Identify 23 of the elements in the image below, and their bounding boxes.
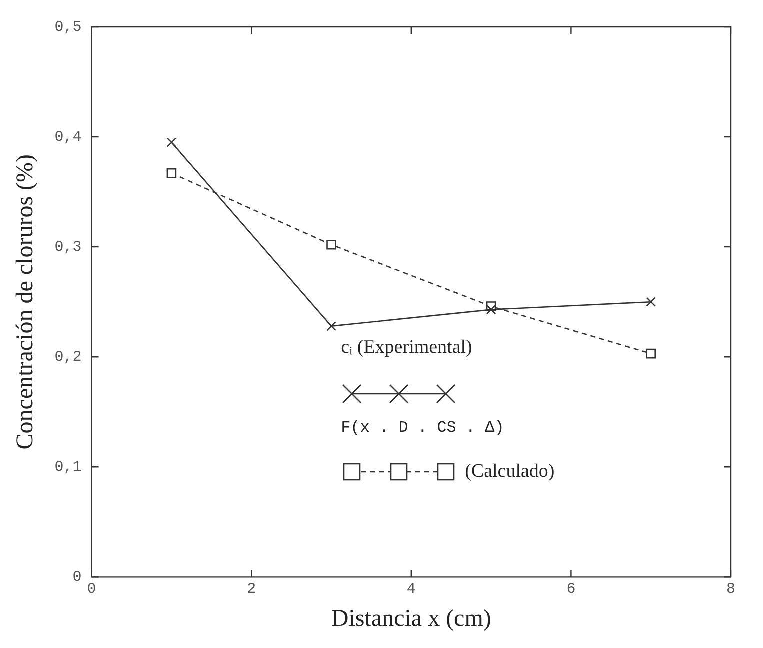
x-axis-title: Distancia x (cm) <box>331 606 492 632</box>
x-tick-label: 6 <box>566 581 576 598</box>
y-tick-label: 0,2 <box>54 349 82 366</box>
point <box>646 297 656 307</box>
point <box>166 168 177 178</box>
series-label: cᵢ (Experimental) <box>341 337 474 360</box>
x-tick-label: 0 <box>87 581 96 598</box>
x-tick-label: 4 <box>406 581 416 598</box>
y-tick-label: 0,5 <box>54 18 82 36</box>
y-tick-label: 0 <box>72 569 82 586</box>
y-axis-title: Concentración de cloruros (%) <box>12 154 39 450</box>
point <box>166 138 177 148</box>
y-tick-label: 0,4 <box>54 129 82 146</box>
point <box>646 348 656 359</box>
annotation: F(x . D . CS . Δ) <box>341 419 506 438</box>
point <box>326 240 336 250</box>
y-tick-label: 0,1 <box>54 459 82 476</box>
point <box>326 321 336 332</box>
y-tick-label: 0,3 <box>54 239 82 256</box>
point <box>486 304 496 315</box>
x-tick-label: 8 <box>726 581 736 598</box>
legend-label: (Calculado) <box>465 461 555 484</box>
x-tick-label: 2 <box>247 581 256 598</box>
